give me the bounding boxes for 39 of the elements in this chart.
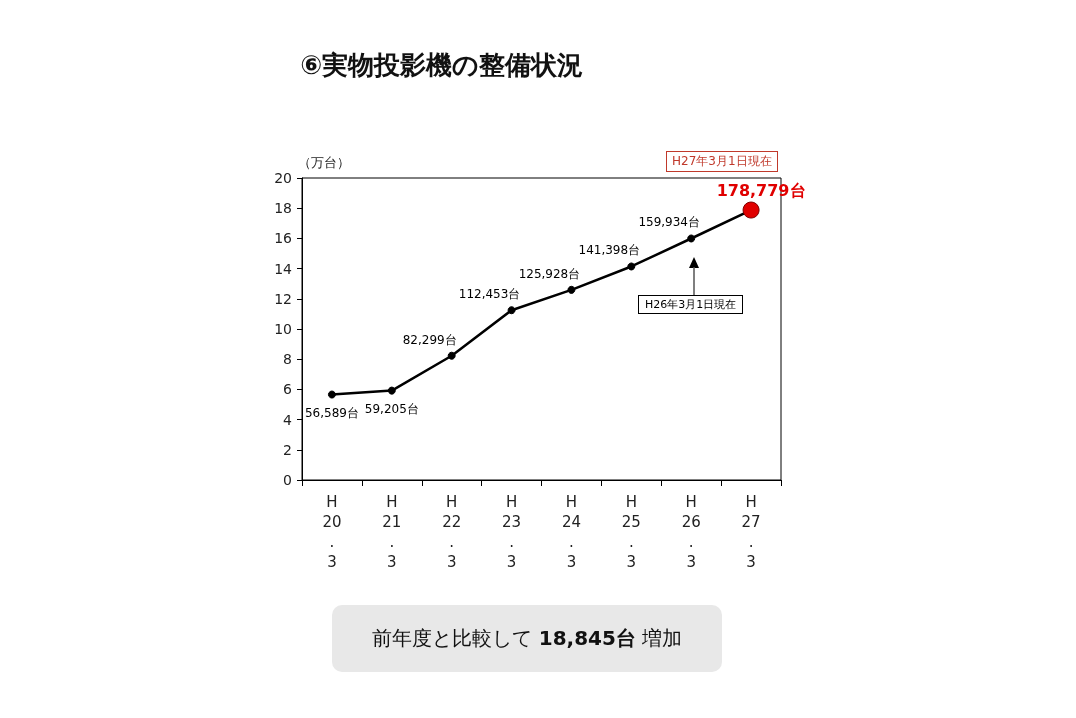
x-tick-label: H 21 . 3 <box>382 493 402 571</box>
x-tick-label: H 23 . 3 <box>502 493 522 571</box>
y-tick-label: 2 <box>283 441 292 458</box>
x-tick-label: H 26 . 3 <box>681 493 701 571</box>
x-tick-label: H 20 . 3 <box>322 493 342 571</box>
annotation: 82,299台 <box>402 332 457 347</box>
y-tick-label: 0 <box>283 472 292 488</box>
x-tick-label: H 27 . 3 <box>741 493 761 571</box>
point <box>447 351 456 360</box>
point <box>627 262 636 271</box>
y-tick-label: 8 <box>283 351 292 368</box>
annotation: 178,779台 <box>716 180 806 200</box>
annotation: H26年3月1日現在 <box>638 295 744 314</box>
y-tick-label: 18 <box>274 200 292 217</box>
annotation: 159,934台 <box>638 215 700 230</box>
y-axis-title: （万台） <box>298 154 350 172</box>
annotation: 56,589台 <box>304 405 359 420</box>
y-tick-label: 14 <box>274 260 293 277</box>
y-tick-label: 20 <box>274 170 292 186</box>
x-tick-label: H 25 . 3 <box>621 493 641 571</box>
y-tick-label: 16 <box>274 230 293 247</box>
text: 前年度と比較して 18,845台 増加 <box>371 625 683 652</box>
y-tick-label: 10 <box>274 321 292 337</box>
point <box>687 234 696 243</box>
annotation: 141,398台 <box>578 243 641 258</box>
x-tick-label: H 24 . 3 <box>561 493 581 571</box>
point <box>387 386 396 395</box>
y-tick-label: 4 <box>283 411 293 428</box>
annotation: 112,453台 <box>458 287 521 302</box>
chart-title: ⑥実物投影機の整備状況 <box>300 49 584 82</box>
point <box>507 306 516 315</box>
point <box>327 390 336 399</box>
text: H27年3月1日現在 <box>666 151 778 172</box>
annotation: 125,928台 <box>518 266 581 281</box>
y-tick-label: 12 <box>274 290 292 307</box>
annotation: 59,205台 <box>364 401 419 416</box>
x-tick-label: H 22 . 3 <box>442 493 462 571</box>
y-tick-label: 6 <box>283 381 293 398</box>
point <box>567 285 576 294</box>
